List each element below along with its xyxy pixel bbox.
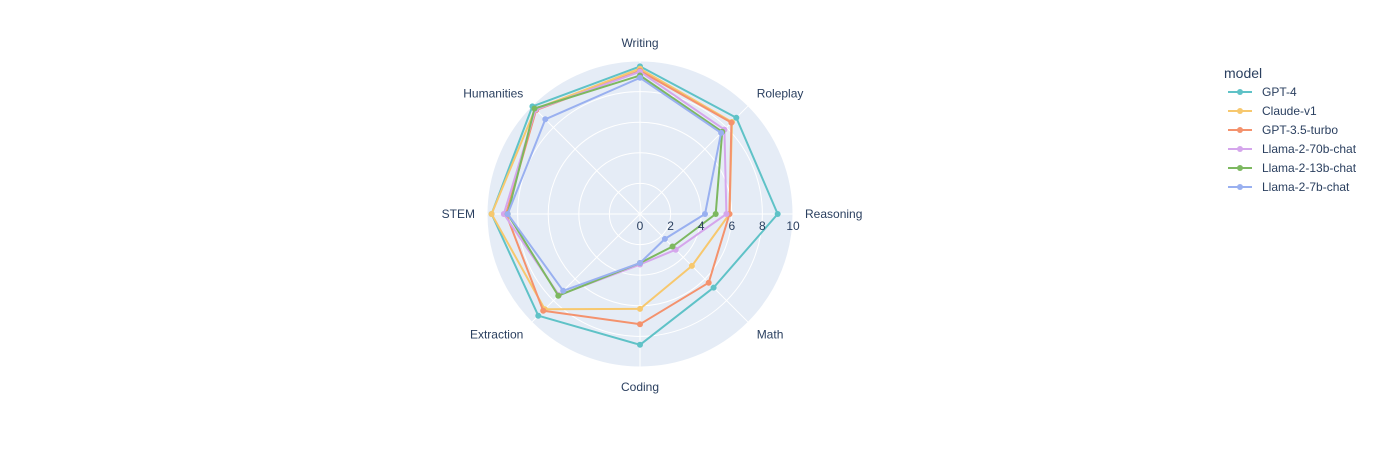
data-point[interactable] bbox=[637, 321, 643, 328]
data-point[interactable] bbox=[661, 235, 668, 242]
axis-label-writing: Writing bbox=[621, 36, 658, 50]
data-point[interactable] bbox=[712, 211, 719, 217]
data-point[interactable] bbox=[637, 260, 643, 266]
data-point[interactable] bbox=[637, 305, 643, 312]
data-point[interactable] bbox=[705, 279, 712, 286]
legend-swatch-marker bbox=[1237, 127, 1243, 133]
data-point[interactable] bbox=[718, 129, 725, 136]
data-point[interactable] bbox=[535, 312, 542, 319]
axis-labels: 0 2 4 6 8 10 Writing Roleplay Reasoning Math Codin… bbox=[442, 36, 863, 394]
legend-label: GPT-4 bbox=[1262, 85, 1297, 99]
legend-label: GPT-3.5-turbo bbox=[1262, 123, 1338, 137]
data-point[interactable] bbox=[723, 211, 730, 217]
data-point[interactable] bbox=[540, 307, 547, 314]
data-point[interactable] bbox=[637, 341, 643, 348]
data-point[interactable] bbox=[504, 211, 511, 217]
axis-label-humanities: Humanities bbox=[463, 86, 523, 100]
data-point[interactable] bbox=[702, 211, 708, 217]
data-point[interactable] bbox=[669, 243, 676, 250]
radial-tick-label: 2 bbox=[667, 219, 674, 233]
data-point[interactable] bbox=[774, 211, 781, 217]
legend-label: Llama-2-70b-chat bbox=[1262, 142, 1357, 156]
legend-swatch-marker bbox=[1237, 108, 1243, 114]
data-point[interactable] bbox=[688, 262, 695, 269]
axis-label-stem: STEM bbox=[442, 207, 475, 221]
grid-spoke bbox=[531, 105, 641, 215]
radial-tick-label: 8 bbox=[759, 219, 766, 233]
grid-spoke bbox=[531, 213, 641, 323]
data-point[interactable] bbox=[637, 74, 643, 81]
grid-spoke bbox=[639, 213, 749, 323]
radial-tick-label: 4 bbox=[698, 219, 705, 233]
series-llama-2-7b-chat bbox=[504, 74, 725, 294]
legend-item[interactable]: Llama-2-7b-chat bbox=[1228, 180, 1350, 194]
data-point[interactable] bbox=[542, 116, 549, 123]
radial-tick-label: 0 bbox=[637, 219, 644, 233]
legend-swatch-marker bbox=[1237, 165, 1243, 171]
data-point[interactable] bbox=[531, 105, 538, 112]
legend-label: Llama-2-13b-chat bbox=[1262, 161, 1357, 175]
legend-label: Claude-v1 bbox=[1262, 104, 1317, 118]
data-point[interactable] bbox=[560, 287, 567, 294]
axis-label-roleplay: Roleplay bbox=[757, 86, 804, 100]
legend-item[interactable]: Llama-2-13b-chat bbox=[1228, 161, 1357, 175]
axis-label-reasoning: Reasoning bbox=[805, 207, 862, 221]
axis-label-math: Math bbox=[757, 328, 784, 342]
legend-item[interactable]: GPT-3.5-turbo bbox=[1228, 123, 1338, 137]
data-point[interactable] bbox=[710, 284, 717, 291]
data-point[interactable] bbox=[488, 211, 495, 217]
data-point[interactable] bbox=[728, 119, 735, 126]
legend-swatch-marker bbox=[1237, 89, 1243, 95]
legend-item[interactable]: GPT-4 bbox=[1228, 85, 1297, 99]
legend-swatch-marker bbox=[1237, 184, 1243, 190]
legend-label: Llama-2-7b-chat bbox=[1262, 180, 1350, 194]
data-point[interactable] bbox=[555, 292, 562, 299]
legend-title: model bbox=[1224, 65, 1262, 81]
series-layer bbox=[488, 63, 781, 348]
legend-item[interactable]: Claude-v1 bbox=[1228, 104, 1317, 118]
legend-item[interactable]: Llama-2-70b-chat bbox=[1228, 142, 1357, 156]
legend-swatch-marker bbox=[1237, 146, 1243, 152]
radial-tick-label: 6 bbox=[728, 219, 735, 233]
radial-tick-label: 10 bbox=[786, 219, 800, 233]
axis-label-coding: Coding bbox=[621, 380, 659, 394]
axis-label-extraction: Extraction bbox=[470, 328, 523, 342]
data-point[interactable] bbox=[733, 114, 740, 121]
